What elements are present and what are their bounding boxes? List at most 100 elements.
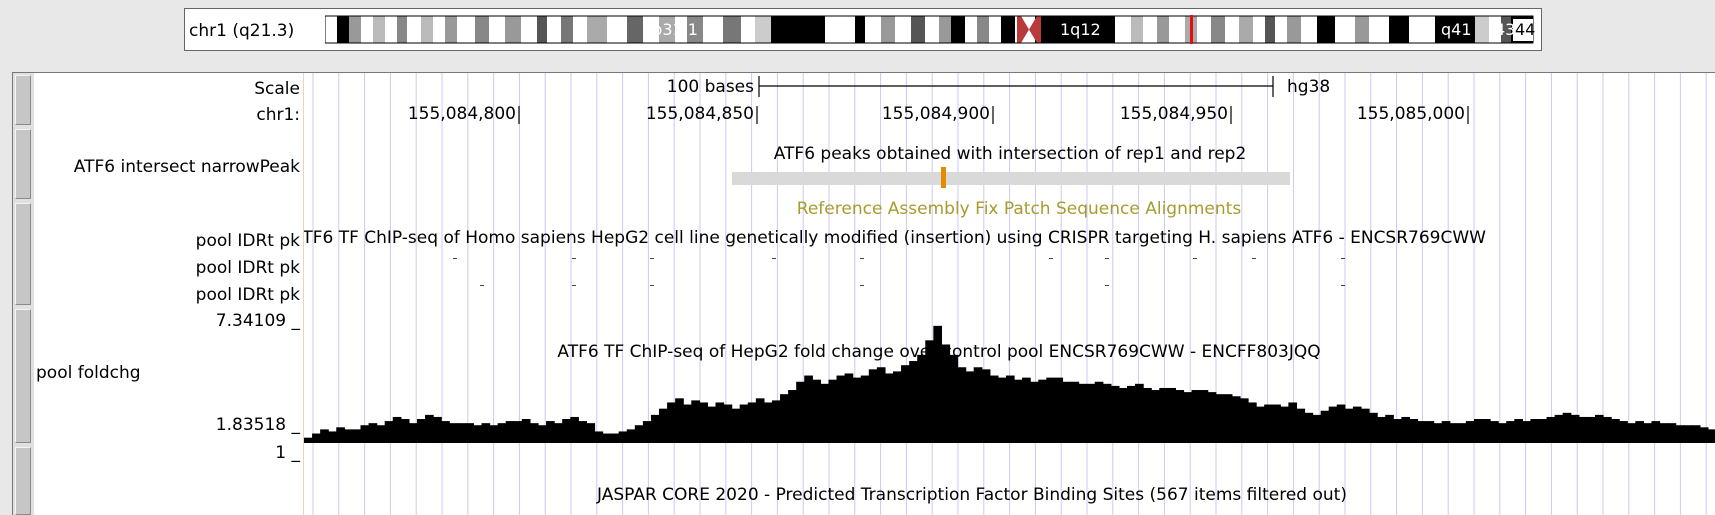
signal-bar [344, 429, 354, 443]
ideogram-band [1389, 16, 1409, 43]
chromosome-ideogram[interactable]: 1p31.1 1q12 q41 43 44 [325, 15, 1535, 44]
signal-bar [965, 371, 975, 443]
signal-bar [650, 414, 660, 443]
peak-summit-mark[interactable] [941, 167, 946, 188]
signal-bar [505, 421, 515, 443]
signal-bar [1586, 416, 1596, 443]
idr-peak-dash [860, 258, 864, 259]
signal-bar [586, 423, 596, 443]
narrowpeak-track-label[interactable]: ATF6 intersect narrowPeak [73, 157, 300, 177]
peak-interval-bar[interactable] [732, 172, 1290, 185]
ideogram-band [607, 16, 627, 43]
ideogram-band [1253, 16, 1265, 43]
track-display[interactable]: 100 bases hg38 155,084,800 155,084,850 155… [304, 73, 1715, 515]
ruler-track-button[interactable] [15, 75, 31, 125]
signal-bar [1457, 423, 1467, 443]
signal-bar [860, 375, 870, 443]
idr-peak-dash [860, 285, 864, 286]
signal-bar [1167, 387, 1177, 443]
chrom-label: chr1: [256, 105, 300, 125]
ideogram-band [911, 16, 925, 43]
idr-peak-dash [1341, 258, 1345, 259]
signal-bar [1385, 414, 1394, 443]
signal-bar [1562, 412, 1572, 443]
pool-idr-peak-label-1[interactable]: pool IDRt pk [195, 231, 300, 251]
signal-bar [739, 404, 749, 443]
signal-bar [1409, 419, 1419, 443]
ideogram-band [1211, 16, 1225, 43]
ideogram-band [1409, 16, 1435, 43]
signal-bar [457, 423, 466, 443]
signal-bar [1094, 381, 1104, 443]
signal-bar [634, 425, 644, 443]
signal-bar [957, 367, 967, 443]
ideogram-band [687, 16, 703, 43]
signal-bar [771, 400, 781, 443]
foldchange-track-label[interactable]: pool foldchg [36, 363, 141, 383]
chromosome-ideogram-panel[interactable]: chr1 (q21.3) 1p31.1 1q12 q41 43 44 [184, 8, 1542, 51]
signal-bar [400, 419, 410, 443]
ideogram-band [325, 16, 337, 43]
foldchange-track-button[interactable] [15, 309, 31, 443]
signal-bar [1707, 429, 1715, 443]
signal-bar [497, 423, 507, 443]
scale-label: Scale [254, 79, 300, 99]
signal-bar [1159, 387, 1168, 443]
ideogram-band [521, 16, 537, 43]
signal-bar [1643, 423, 1653, 443]
ideogram-band [1197, 16, 1211, 43]
signal-bar [537, 425, 547, 443]
jaspar-track-title[interactable]: JASPAR CORE 2020 - Predicted Transcripti… [596, 485, 1347, 505]
ideogram-band [1355, 16, 1369, 43]
ideogram-band [895, 16, 911, 43]
ideogram-band-label: 1p31.1 [642, 20, 698, 39]
idr-peak-dash [572, 258, 576, 259]
genome-browser-image[interactable]: Scale chr1: ATF6 intersect narrowPeak po… [12, 72, 1715, 515]
signal-bar [723, 404, 733, 443]
idr-peaks-track-button[interactable] [15, 203, 31, 305]
ideogram-band [1239, 16, 1253, 43]
signal-bar [384, 421, 394, 443]
chipseq-track-title[interactable]: ATF6 TF ChIP-seq of Homo sapiens HepG2 c… [304, 228, 1486, 248]
fix-patch-track-title[interactable]: Reference Assembly Fix Patch Sequence Al… [797, 199, 1242, 219]
signal-bar [1603, 416, 1612, 443]
signal-bar [1248, 402, 1257, 443]
narrowpeak-track-button[interactable] [15, 129, 31, 199]
signal-bar [1135, 383, 1144, 443]
signal-bar [820, 383, 830, 443]
ideogram-band [457, 16, 475, 43]
signal-bar [1207, 392, 1217, 443]
signal-bar [433, 416, 442, 443]
signal-bar [1264, 404, 1273, 443]
signal-bar [1223, 394, 1233, 443]
signal-bar [901, 365, 910, 443]
ideogram-band [675, 16, 687, 43]
signal-bar [1578, 416, 1588, 443]
signal-bar [1272, 404, 1281, 443]
pool-idr-peak-label-2[interactable]: pool IDRt pk [195, 258, 300, 278]
ideogram-chrom-label: chr1 (q21.3) [189, 21, 295, 41]
idr-peak-dash [480, 285, 484, 286]
idr-peak-dash [772, 258, 776, 259]
track-label-column: Scale chr1: ATF6 intersect narrowPeak po… [34, 73, 304, 515]
ideogram-band [989, 16, 1001, 43]
idr-peak-dash [572, 285, 576, 286]
signal-bar [1675, 425, 1685, 443]
signal-bar [328, 431, 337, 443]
ideogram-band [1225, 16, 1239, 43]
ideogram-band [337, 16, 349, 43]
signal-bar [1344, 408, 1354, 443]
signal-bar [1425, 421, 1435, 443]
jaspar-track-button[interactable] [15, 447, 31, 515]
signal-bar [675, 398, 684, 443]
ideogram-band [573, 16, 587, 43]
signal-bar [909, 361, 918, 443]
peaks-track-title[interactable]: ATF6 peaks obtained with intersection of… [774, 144, 1247, 164]
pool-idr-peak-label-3[interactable]: pool IDRt pk [195, 285, 300, 305]
signal-bar [1062, 381, 1072, 443]
ideogram-band [1369, 16, 1389, 43]
label-separator [303, 73, 304, 515]
signal-bar [1118, 387, 1128, 443]
signal-bar [659, 408, 668, 443]
ideogram-band [977, 16, 989, 43]
